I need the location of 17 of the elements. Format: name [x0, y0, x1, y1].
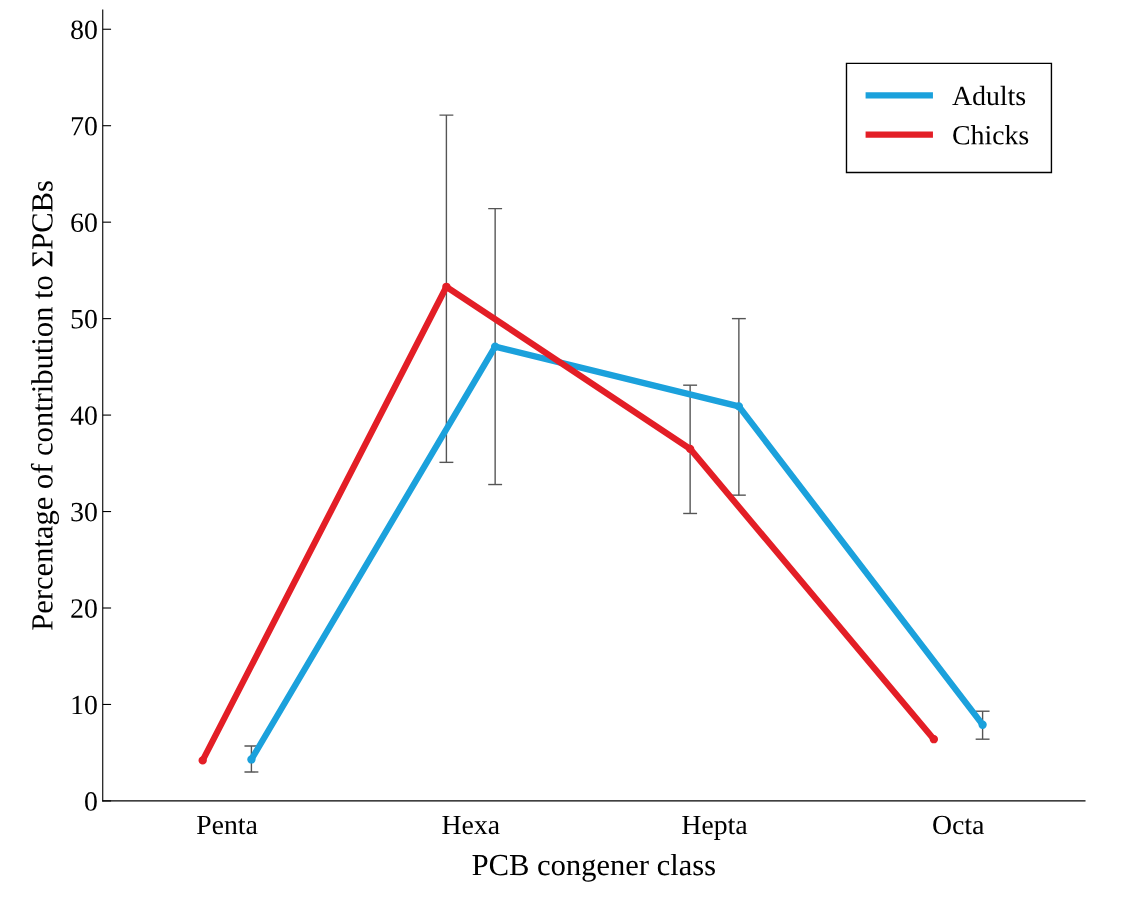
y-tick-label: 50	[71, 309, 97, 329]
y-tick-label: 10	[72, 695, 97, 715]
legend-label: Chicks	[953, 125, 1029, 145]
y-tick-label: 60	[71, 213, 97, 233]
x-axis-title: PCB congener class	[472, 853, 715, 882]
y-tick-label: 40	[70, 406, 97, 425]
y-tick-label: 0	[85, 792, 97, 811]
x-tick-label: Penta	[196, 815, 258, 835]
y-axis-title: Percentage of contribution to ΣPCBs	[30, 181, 59, 630]
x-tick-label: Hexa	[442, 815, 500, 835]
x-tick-label: Octa	[933, 815, 985, 835]
x-tick-label: Hepta	[682, 815, 748, 840]
y-tick-label: 80	[71, 20, 97, 40]
y-tick-label: 70	[71, 116, 97, 136]
y-tick-label: 30	[71, 502, 97, 522]
y-tick-label: 20	[71, 599, 97, 618]
legend-label: Adults	[952, 85, 1026, 106]
